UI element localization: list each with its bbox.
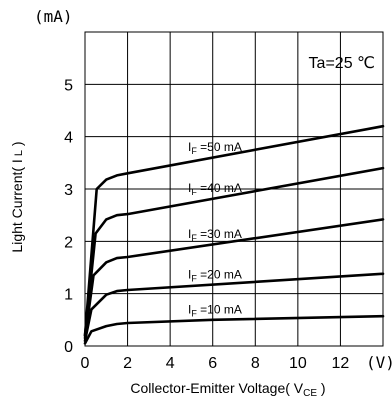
series-label: IF =50 mA (188, 140, 242, 156)
series-label: IF =30 mA (188, 227, 242, 243)
y-tick-label: 5 (64, 77, 73, 94)
x-tick-label: 2 (123, 355, 132, 372)
series-curve (83, 124, 385, 337)
x-tick-label: 10 (289, 355, 307, 372)
y-unit-label: (mA) (34, 7, 73, 26)
y-axis-title: Light Current( I L ) (9, 141, 25, 252)
series-curve (83, 218, 385, 340)
y-tick-label: 3 (64, 182, 73, 199)
series-label: IF =20 mA (188, 267, 242, 283)
x-tick-label: 6 (208, 355, 217, 372)
x-tick-label: 0 (81, 355, 90, 372)
x-tick-label: 12 (332, 355, 350, 372)
series-curve (83, 314, 385, 345)
y-tick-label: 2 (64, 234, 73, 251)
y-tick-label: 0 (64, 339, 73, 356)
x-unit-label: (V) (366, 353, 392, 372)
series-curve (83, 272, 385, 343)
y-tick-label: 1 (64, 287, 73, 304)
y-tick-label: 4 (64, 130, 73, 147)
series-curve (83, 166, 385, 337)
x-tick-label: 8 (251, 355, 260, 372)
temperature-annotation: Ta=25 ℃ (309, 55, 375, 72)
curves (83, 124, 385, 345)
series-label: IF =10 mA (188, 303, 242, 319)
x-axis-title: Collector-Emitter Voltage( VCE ) (130, 380, 325, 399)
series-label: IF =40 mA (188, 181, 242, 197)
x-tick-label: 4 (166, 355, 175, 372)
